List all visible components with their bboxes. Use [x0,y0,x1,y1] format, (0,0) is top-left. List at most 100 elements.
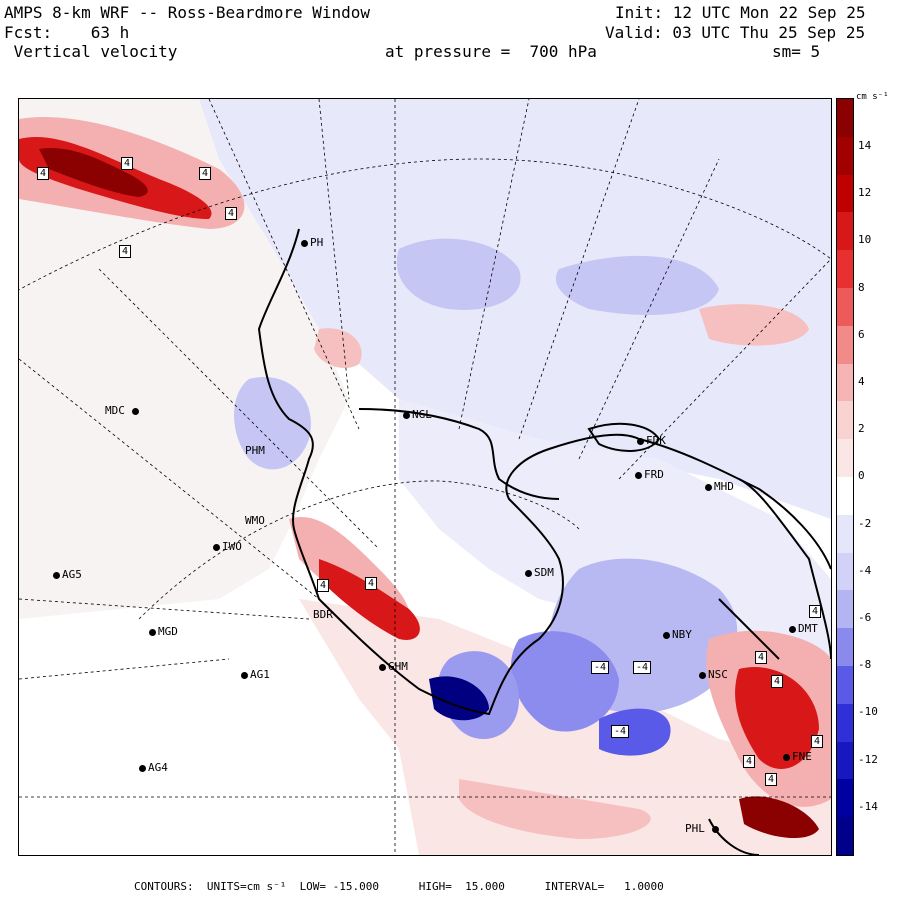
station-wmo[interactable]: WMO [245,514,265,527]
colorbar-segment [837,477,853,516]
header-title: AMPS 8-km WRF -- Ross-Beardmore Window [4,3,371,22]
contour-label: 4 [765,773,778,786]
field-blue-patch-5 [599,708,671,756]
station-marker-icon [379,663,386,671]
station-ngl[interactable]: NGL [403,409,432,421]
contour-label: 4 [811,735,824,748]
field-intense-cell-1 [429,676,489,721]
station-ag1[interactable]: AG1 [241,669,270,681]
colorbar-segment [837,174,853,213]
field-blue-patch-4 [510,631,619,732]
colorbar-tick-label: 12 [858,186,872,200]
colorbar-segment [837,666,853,705]
contour-label: 4 [317,579,330,592]
contour-info-footer: CONTOURS: UNITS=cm s⁻¹ LOW= -15.000 HIGH… [134,880,664,893]
contour-label: 4 [771,675,784,688]
station-marker-icon [705,483,712,491]
colorbar-tick-label: -10 [858,705,878,719]
colorbar-tick-label: 4 [858,375,865,388]
station-marker-icon [637,437,644,445]
colorbar-tick-label: -8 [858,658,872,672]
contour-label: 4 [37,167,50,180]
contour-label: 4 [365,577,378,590]
colorbar-segment [837,136,853,176]
contour-label: 4 [755,651,768,664]
colorbar-tick-label: -14 [858,799,878,813]
field-pink-patch-5 [314,328,362,369]
colorbar-segment [837,288,853,327]
colorbar-segment [837,99,853,138]
station-frd[interactable]: FRD [635,469,664,481]
field-pink-patch-6 [459,779,651,839]
colorbar-segment [837,817,853,856]
station-marker-icon [241,671,248,679]
station-ag5[interactable]: AG5 [53,569,82,581]
station-phm[interactable]: PHM [245,444,265,457]
header-valid-time: Valid: 03 UTC Thu 25 Sep 25 [605,23,866,42]
colorbar-tick-label: 10 [858,233,872,247]
header-forecast-hour: Fcst: 63 h [4,23,130,42]
header-field-name: Vertical velocity [4,42,178,61]
station-fne[interactable]: FNE [783,751,812,763]
contour-label: 4 [809,605,822,618]
colorbar-segment [837,703,853,743]
station-marker-icon [789,625,796,633]
station-ghm[interactable]: GHM [379,661,408,673]
station-sdm[interactable]: SDM [525,567,554,579]
station-marker-icon [139,764,146,772]
station-ag4[interactable]: AG4 [139,762,168,774]
station-iwo[interactable]: IWO [213,541,242,553]
colorbar-tick-label: 2 [858,422,865,436]
contour-label: -4 [633,661,652,674]
station-marker-icon [783,753,790,761]
colorbar-tick-label: 8 [858,280,865,294]
header-pressure-level: at pressure = 700 hPa [385,42,597,61]
colorbar-tick-label: -4 [858,563,872,577]
contour-label: -4 [591,661,610,674]
colorbar-segment [837,250,853,289]
vertical-velocity-map [19,99,831,855]
field-light-blue-north [199,99,831,519]
colorbar-segment [837,552,853,591]
contour-label: 4 [121,157,134,170]
station-nby[interactable]: NBY [663,629,692,641]
station-dmt[interactable]: DMT [789,623,818,635]
station-marker-icon [663,631,670,639]
colorbar-segment [837,590,853,629]
station-fdk[interactable]: FDK [637,435,666,447]
station-marker-icon [711,825,719,833]
field-blue-patch-7 [234,377,311,470]
map-panel[interactable]: 4 4 4 4 4 -4 -4 -4 4 4 4 4 4 4 4 4 PH MD… [18,98,832,856]
header-smoothing: sm= 5 [772,42,821,61]
colorbar [836,98,854,856]
station-marker-icon [149,628,156,636]
station-marker-icon [213,543,220,551]
colorbar-segment [837,628,853,667]
colorbar-segment [837,401,853,440]
station-phl[interactable]: PHL [685,823,721,835]
station-bdr[interactable]: BDR [313,608,333,621]
contour-label: 4 [743,755,756,768]
station-ph[interactable]: PH [301,237,323,249]
station-mgd[interactable]: MGD [149,626,178,638]
colorbar-tick-label: 0 [858,469,865,483]
station-nsc[interactable]: NSC [699,669,728,681]
colorbar-segment [837,325,853,365]
station-mdc[interactable]: MDC [105,405,141,417]
station-mhd[interactable]: MHD [705,481,734,493]
station-marker-icon [699,671,706,679]
station-marker-icon [53,571,60,579]
field-intense-cell-2 [739,796,819,839]
field-dark-red-band-1 [39,148,148,197]
contour-label: -4 [611,725,630,738]
station-marker-icon [403,411,410,419]
colorbar-units: cm s⁻¹ [856,92,889,102]
colorbar-tick-label: 6 [858,327,865,341]
graticule [19,99,831,855]
field-blue-patch-1 [396,238,521,310]
colorbar-segment [837,741,853,780]
colorbar-tick-label: -6 [858,611,872,624]
colorbar-segment [837,439,853,478]
station-marker-icon [525,569,532,577]
station-marker-icon [131,407,139,415]
